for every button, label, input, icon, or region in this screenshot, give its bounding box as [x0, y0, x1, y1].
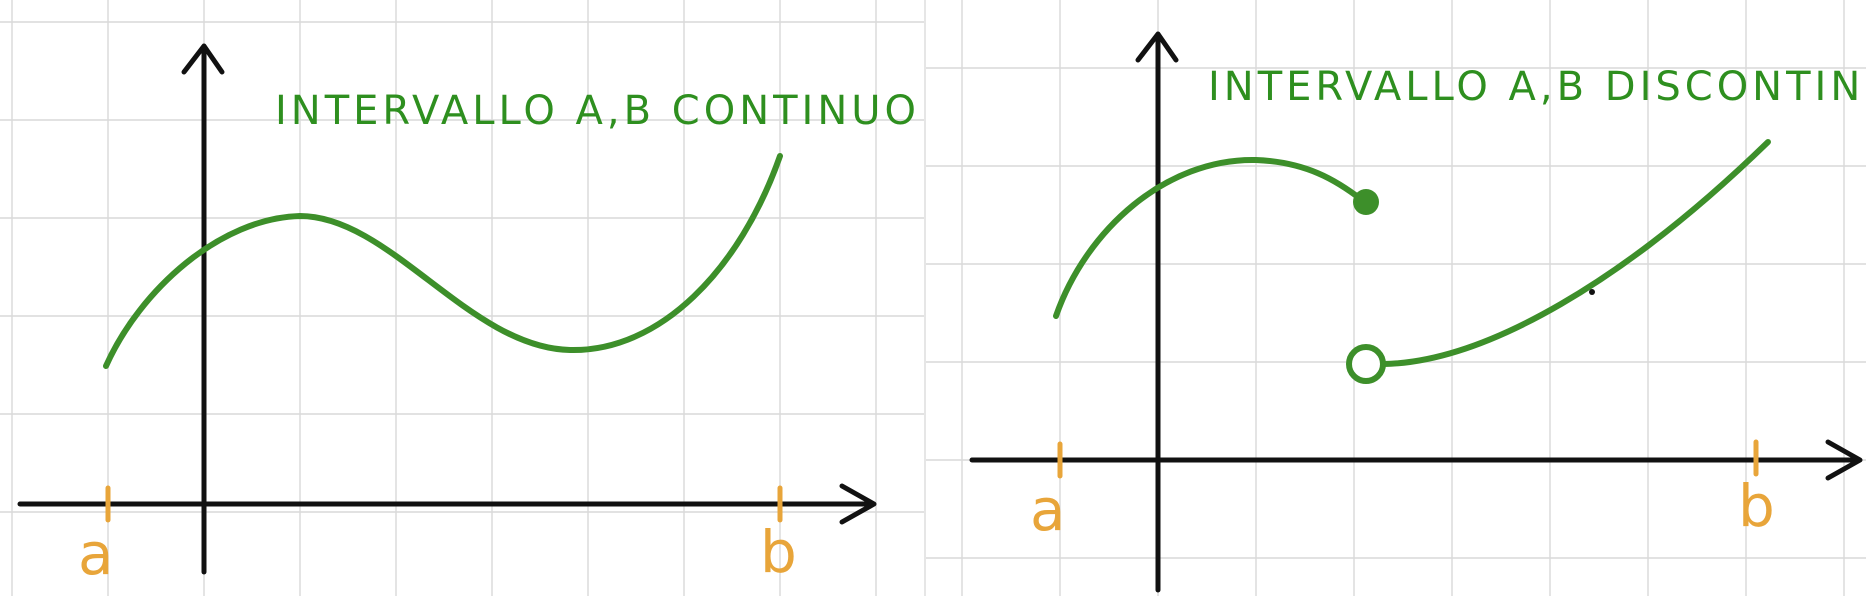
grid — [0, 0, 924, 596]
discontinuous-interval-panel: INTERVALLO A,B DISCONTINUO a b — [926, 0, 1866, 596]
right-curve-segment — [1381, 139, 1771, 367]
continuous-graph: INTERVALLO A,B CONTINUO a b — [0, 0, 924, 596]
continuous-curve — [103, 153, 783, 369]
x-axis-arrow — [839, 483, 877, 525]
continuous-title: INTERVALLO A,B CONTINUO — [275, 88, 920, 134]
label-a: a — [78, 520, 114, 588]
discontinuous-graph: INTERVALLO A,B DISCONTINUO a b — [926, 0, 1866, 596]
label-b: b — [1738, 472, 1775, 540]
closed-endpoint — [1353, 189, 1379, 215]
discontinuous-title: INTERVALLO A,B DISCONTINUO — [1208, 64, 1866, 110]
stray-dot — [1589, 289, 1595, 295]
y-axis-arrow — [1135, 31, 1179, 63]
y-axis-arrow — [181, 43, 225, 75]
label-a: a — [1030, 476, 1066, 544]
left-curve-segment — [1053, 156, 1365, 319]
x-axis-arrow — [1825, 439, 1863, 481]
panel-divider — [924, 0, 926, 596]
open-endpoint — [1346, 344, 1386, 384]
continuous-interval-panel: INTERVALLO A,B CONTINUO a b — [0, 0, 924, 596]
label-b: b — [760, 518, 797, 586]
